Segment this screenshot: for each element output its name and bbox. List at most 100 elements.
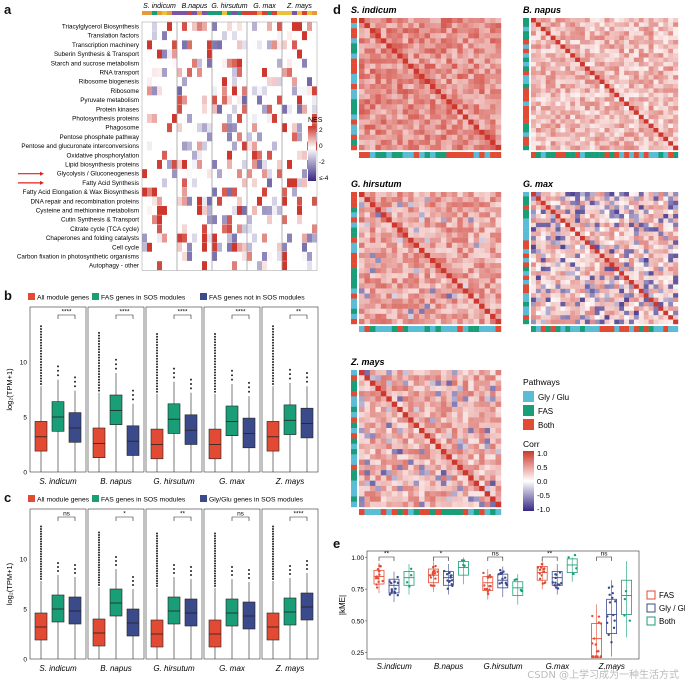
corr-cell [624, 275, 630, 281]
corr-cell [495, 283, 502, 289]
corr-cell [484, 417, 491, 423]
corr-cell [560, 200, 566, 206]
pathway-strip-left [351, 73, 357, 80]
corr-cell [490, 433, 496, 439]
corr-cell [435, 459, 442, 466]
corr-cell [435, 104, 442, 110]
pathway-strip-left [351, 222, 357, 228]
corr-cell [375, 303, 382, 309]
pathway-strip-bottom [391, 326, 398, 332]
nes-cell [177, 233, 182, 243]
corr-cell [462, 380, 469, 387]
corr-cell [419, 68, 425, 75]
corr-cell [575, 70, 581, 76]
nes-cell [222, 224, 227, 234]
corr-cell [535, 231, 541, 237]
corr-cell [668, 200, 674, 206]
corr-cell [550, 88, 556, 93]
corr-cell [391, 73, 398, 80]
corr-cell [531, 302, 537, 307]
outlier [156, 550, 158, 552]
corr-cell [440, 18, 447, 24]
corr-cell [565, 145, 571, 151]
corr-cell [359, 94, 365, 100]
pathway-strip-left [351, 293, 357, 299]
outlier [173, 568, 175, 570]
outlier [98, 353, 100, 356]
corr-cell [594, 302, 600, 307]
corr-cell [545, 119, 551, 124]
corr-cell [560, 319, 566, 325]
corr-cell [589, 75, 595, 80]
corr-cell [531, 209, 537, 215]
corr-cell [402, 227, 409, 233]
corr-cell [575, 293, 581, 298]
pathway-strip-bottom [391, 152, 398, 158]
outlier [272, 328, 274, 330]
corr-cell [440, 104, 447, 110]
corr-cell [565, 106, 571, 111]
corr-cell [633, 119, 639, 124]
corr-cell [545, 227, 551, 232]
corr-cell [484, 139, 491, 146]
corr-cell [594, 40, 600, 45]
corr-cell [648, 293, 654, 298]
corr-cell [440, 278, 447, 284]
nes-cell [237, 224, 242, 234]
corr-cell [653, 62, 659, 67]
nes-cell [307, 252, 312, 261]
pathway-strip-left [523, 53, 529, 58]
corr-cell [419, 318, 425, 325]
pathway-strip-bottom [594, 152, 600, 158]
corr-cell [430, 212, 436, 218]
pathway-strip-left [523, 280, 529, 285]
corr-cell [565, 262, 571, 267]
pathway-strip-bottom [550, 152, 556, 158]
nes-cell [302, 31, 307, 41]
corr-cell [629, 40, 635, 45]
corr-cell [375, 396, 382, 402]
corr-cell [462, 278, 469, 284]
corr-cell [369, 401, 376, 408]
corr-cell [633, 231, 639, 237]
corr-cell [580, 22, 586, 27]
corr-cell [446, 396, 453, 402]
corr-cell [589, 302, 595, 307]
corr-cell [540, 200, 546, 206]
pathway-strip-bottom [359, 326, 365, 332]
corr-cell [633, 31, 639, 36]
corr-cell [599, 315, 605, 320]
corr-cell [386, 134, 392, 141]
corr-cell [473, 303, 480, 309]
corr-cell [462, 144, 469, 151]
corr-cell [446, 48, 453, 54]
pathway-strip-bottom [440, 509, 447, 515]
nes-cell [237, 114, 242, 123]
corr-cell [638, 92, 644, 98]
corr-cell [599, 310, 605, 316]
corr-cell [413, 401, 420, 408]
corr-cell [424, 258, 431, 264]
corr-cell [560, 205, 566, 210]
corr-cell [402, 94, 409, 100]
corr-cell [369, 433, 376, 439]
corr-cell [451, 480, 458, 487]
corr-cell [560, 26, 566, 32]
corr-cell [575, 123, 581, 129]
corr-cell [451, 412, 458, 418]
outlier [156, 387, 158, 390]
corr-cell [565, 249, 571, 254]
corr-cell [624, 240, 630, 245]
corr-cell [386, 124, 392, 130]
corr-cell [408, 58, 414, 64]
corr-cell [599, 288, 605, 294]
corr-cell [653, 40, 659, 45]
plot-frame [366, 550, 640, 660]
nes-cell [287, 86, 292, 96]
heatmap-title: G. hirsutum [351, 179, 402, 189]
box [34, 612, 48, 641]
corr-cell [495, 38, 502, 44]
corr-cell [435, 268, 442, 274]
outlier [214, 537, 216, 540]
corr-cell [435, 134, 442, 141]
